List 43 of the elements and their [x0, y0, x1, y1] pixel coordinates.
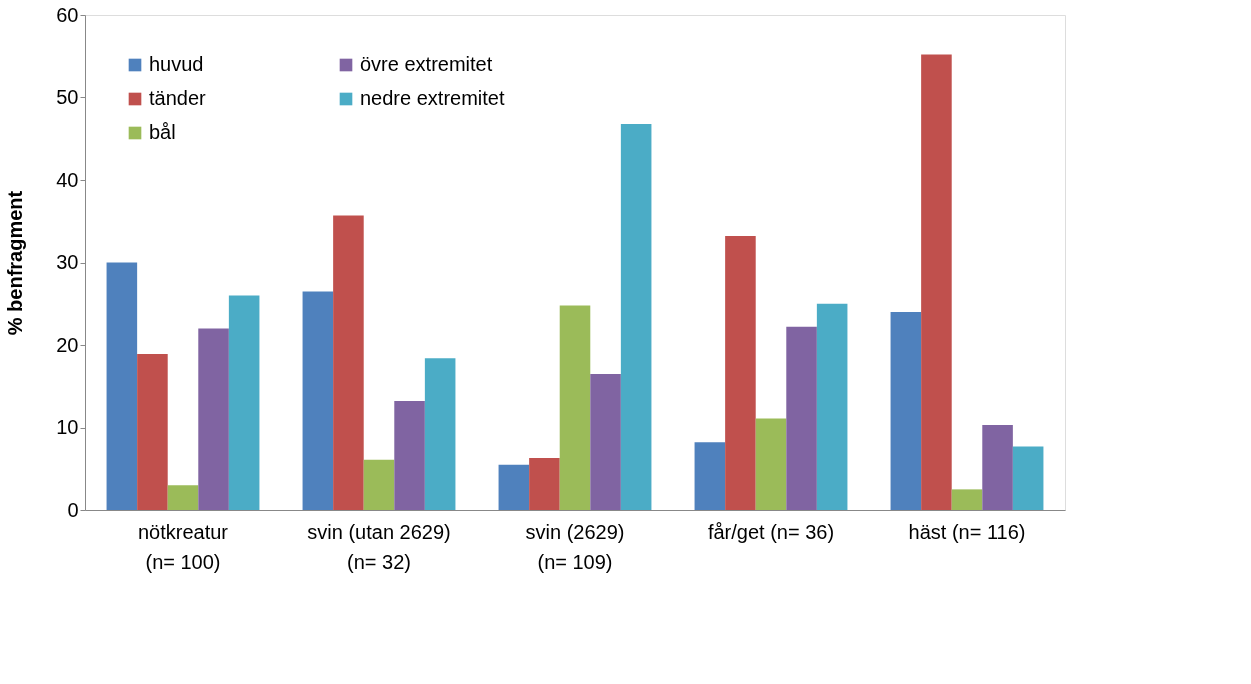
bar [424, 358, 456, 510]
bar [333, 215, 364, 510]
y-tick-label: 50 [56, 86, 79, 108]
legend-label: tänder [149, 87, 207, 109]
bar [755, 418, 787, 510]
bar [816, 303, 848, 510]
y-tick-label: 30 [56, 251, 79, 273]
bar [620, 123, 652, 510]
x-tick-label: svin (utan 2629) (n= 32) [307, 520, 451, 573]
bar [167, 485, 199, 510]
legend-label: nedre extremitet [360, 87, 505, 109]
bar [302, 291, 334, 510]
bar [106, 262, 138, 510]
bar [198, 328, 229, 510]
x-tick-label: nötkreatur (n= 100) [137, 520, 229, 573]
y-tick-label: 0 [67, 498, 79, 521]
y-tick-label: 20 [56, 333, 79, 356]
bar [498, 464, 530, 510]
bar [394, 401, 425, 510]
bar [694, 442, 726, 510]
y-tick-label: 10 [56, 416, 79, 438]
bar [890, 312, 922, 510]
bar [559, 305, 591, 510]
bar [590, 373, 621, 510]
y-axis-title: % benfragment [4, 190, 27, 336]
bar [982, 425, 1013, 510]
bar [725, 236, 756, 510]
x-tick-label: häst (n= 116) [908, 520, 1026, 543]
y-tick-label: 60 [56, 3, 79, 26]
legend-label: bål [149, 121, 176, 143]
bar [786, 326, 817, 510]
bar [921, 54, 952, 510]
y-tick-label: 40 [56, 168, 79, 191]
legend-label: övre extremitet [360, 53, 493, 75]
bar [529, 458, 560, 510]
bar [1012, 446, 1044, 510]
legend-label: huvud [149, 53, 204, 75]
bar [951, 489, 983, 510]
x-tick-label: får/get (n= 36) [707, 520, 835, 543]
bar [228, 295, 260, 510]
bar [363, 459, 395, 510]
bar [137, 354, 168, 510]
x-tick-label: svin (2629) (n= 109) [525, 520, 625, 573]
